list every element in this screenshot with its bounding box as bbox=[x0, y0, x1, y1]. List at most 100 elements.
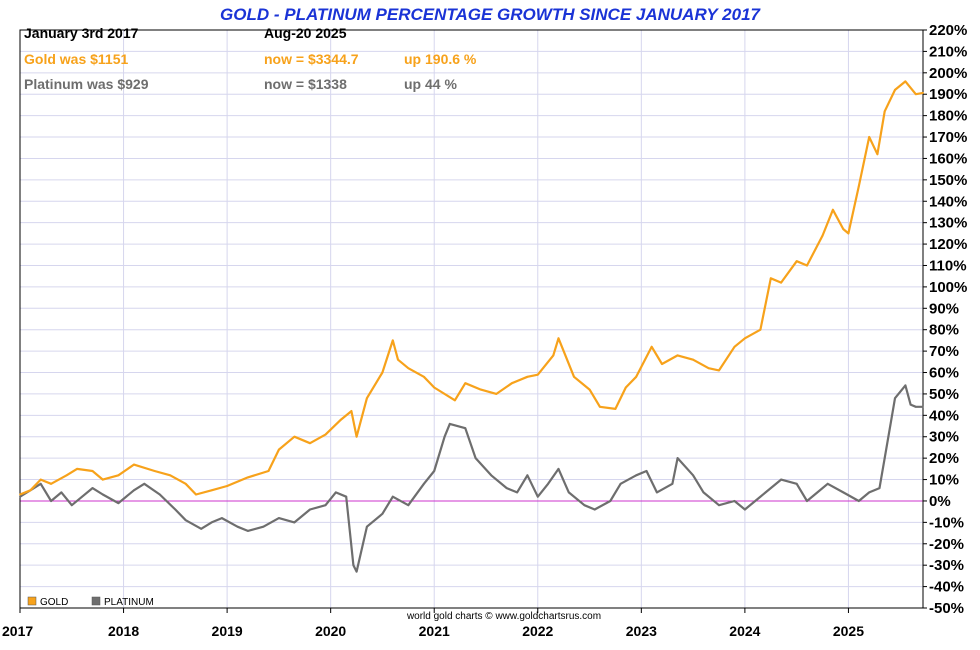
data-point-platinum bbox=[262, 525, 265, 528]
data-point-platinum bbox=[293, 521, 296, 524]
data-point-gold bbox=[661, 363, 663, 365]
data-point-platinum bbox=[655, 491, 658, 494]
series-layer bbox=[19, 80, 924, 573]
y-tick-label: 10% bbox=[929, 472, 959, 489]
data-point-platinum bbox=[826, 482, 829, 485]
platinum-start-label: Platinum was $929 bbox=[24, 76, 149, 92]
data-point-platinum bbox=[133, 489, 135, 492]
data-point-platinum bbox=[381, 512, 384, 515]
data-point-gold bbox=[707, 367, 710, 370]
data-point-gold bbox=[795, 260, 798, 263]
y-tick-label: 150% bbox=[929, 172, 967, 189]
data-point-platinum bbox=[221, 517, 223, 519]
data-point-platinum bbox=[795, 482, 798, 485]
data-point-gold bbox=[588, 388, 591, 391]
data-point-platinum bbox=[583, 504, 586, 507]
data-point-platinum bbox=[536, 495, 539, 498]
data-point-platinum bbox=[914, 405, 917, 408]
data-point-gold bbox=[65, 474, 68, 477]
data-point-platinum bbox=[904, 384, 907, 387]
data-point-platinum bbox=[407, 504, 410, 507]
data-point-platinum bbox=[645, 470, 648, 472]
data-point-platinum bbox=[816, 491, 819, 494]
data-point-gold bbox=[39, 478, 42, 481]
x-tick-label: 2018 bbox=[108, 623, 139, 639]
legend-label-platinum: PLATINUM bbox=[104, 597, 154, 608]
x-tick-label: 2020 bbox=[315, 623, 346, 639]
data-point-platinum bbox=[718, 504, 720, 507]
start-date-label: January 3rd 2017 bbox=[24, 25, 139, 41]
data-point-platinum bbox=[158, 493, 161, 496]
data-point-gold bbox=[101, 478, 104, 481]
data-point-platinum bbox=[443, 435, 446, 438]
data-point-gold bbox=[226, 485, 229, 487]
data-point-platinum bbox=[733, 500, 736, 502]
data-point-gold bbox=[195, 493, 197, 496]
data-point-gold bbox=[883, 110, 886, 113]
data-point-gold bbox=[454, 399, 456, 402]
data-point-platinum bbox=[117, 502, 120, 505]
end-date-label: Aug-20 2025 bbox=[264, 25, 347, 41]
y-tick-label: 170% bbox=[929, 129, 967, 146]
data-point-platinum bbox=[60, 491, 63, 494]
platinum-now-label: now = $1338 bbox=[264, 76, 347, 92]
x-tick-label: 2017 bbox=[2, 623, 33, 639]
data-point-gold bbox=[573, 375, 575, 378]
data-point-platinum bbox=[490, 474, 493, 477]
data-point-gold bbox=[857, 185, 860, 188]
data-point-gold bbox=[510, 382, 513, 385]
data-point-gold bbox=[433, 386, 436, 389]
y-tick-label: 40% bbox=[929, 407, 959, 424]
legend: GOLD PLATINUM bbox=[27, 596, 154, 608]
data-point-platinum bbox=[780, 478, 783, 481]
y-tick-label: 190% bbox=[929, 86, 967, 103]
y-tick-label: -10% bbox=[929, 514, 964, 531]
data-point-platinum bbox=[842, 491, 845, 494]
data-point-platinum bbox=[619, 482, 622, 485]
data-point-gold bbox=[759, 328, 762, 331]
data-point-platinum bbox=[547, 482, 550, 485]
data-point-platinum bbox=[676, 457, 679, 460]
y-tick-label: 80% bbox=[929, 322, 959, 339]
data-point-gold bbox=[599, 405, 601, 408]
y-tick-label: 140% bbox=[929, 193, 967, 210]
data-point-platinum bbox=[806, 500, 808, 502]
data-point-gold bbox=[718, 369, 720, 372]
gold-change-label: up 190.6 % bbox=[404, 51, 477, 67]
chart-title: GOLD - PLATINUM PERCENTAGE GROWTH SINCE … bbox=[220, 5, 762, 24]
data-point-gold bbox=[50, 482, 52, 485]
data-point-gold bbox=[91, 470, 94, 472]
data-point-gold bbox=[922, 92, 924, 94]
data-point-gold bbox=[635, 375, 638, 378]
x-tick-label: 2019 bbox=[212, 623, 243, 639]
legend-label-gold: GOLD bbox=[40, 597, 68, 608]
data-point-gold bbox=[733, 345, 736, 348]
data-point-platinum bbox=[516, 491, 518, 494]
credit-text: world gold charts © www.goldchartsrus.co… bbox=[406, 611, 601, 622]
y-tick-label: 120% bbox=[929, 236, 967, 253]
data-point-gold bbox=[76, 467, 78, 470]
y-axis-ticks: -50% -40% -30% -20% -10% 0% 10% 20% 30% 40% 50% 60%… bbox=[923, 22, 967, 617]
data-point-platinum bbox=[355, 570, 358, 573]
data-point-platinum bbox=[334, 491, 337, 494]
data-point-gold bbox=[743, 337, 746, 340]
data-point-platinum bbox=[754, 500, 757, 502]
data-point-gold bbox=[381, 371, 384, 374]
data-point-gold bbox=[293, 435, 296, 438]
y-tick-label: 0% bbox=[929, 493, 951, 510]
data-point-platinum bbox=[857, 500, 860, 502]
data-point-gold bbox=[624, 386, 627, 389]
data-point-platinum bbox=[174, 508, 177, 511]
data-point-platinum bbox=[894, 397, 896, 400]
data-point-platinum bbox=[246, 530, 249, 532]
data-point-gold bbox=[169, 474, 172, 477]
data-point-gold bbox=[769, 277, 772, 280]
y-tick-label: 160% bbox=[929, 150, 967, 167]
data-point-gold bbox=[780, 281, 783, 284]
data-point-gold bbox=[552, 354, 555, 357]
legend-swatch-gold bbox=[27, 596, 37, 606]
data-point-platinum bbox=[200, 527, 203, 530]
y-tick-label: 30% bbox=[929, 429, 959, 446]
data-point-platinum bbox=[366, 525, 368, 528]
data-point-platinum bbox=[352, 564, 355, 567]
